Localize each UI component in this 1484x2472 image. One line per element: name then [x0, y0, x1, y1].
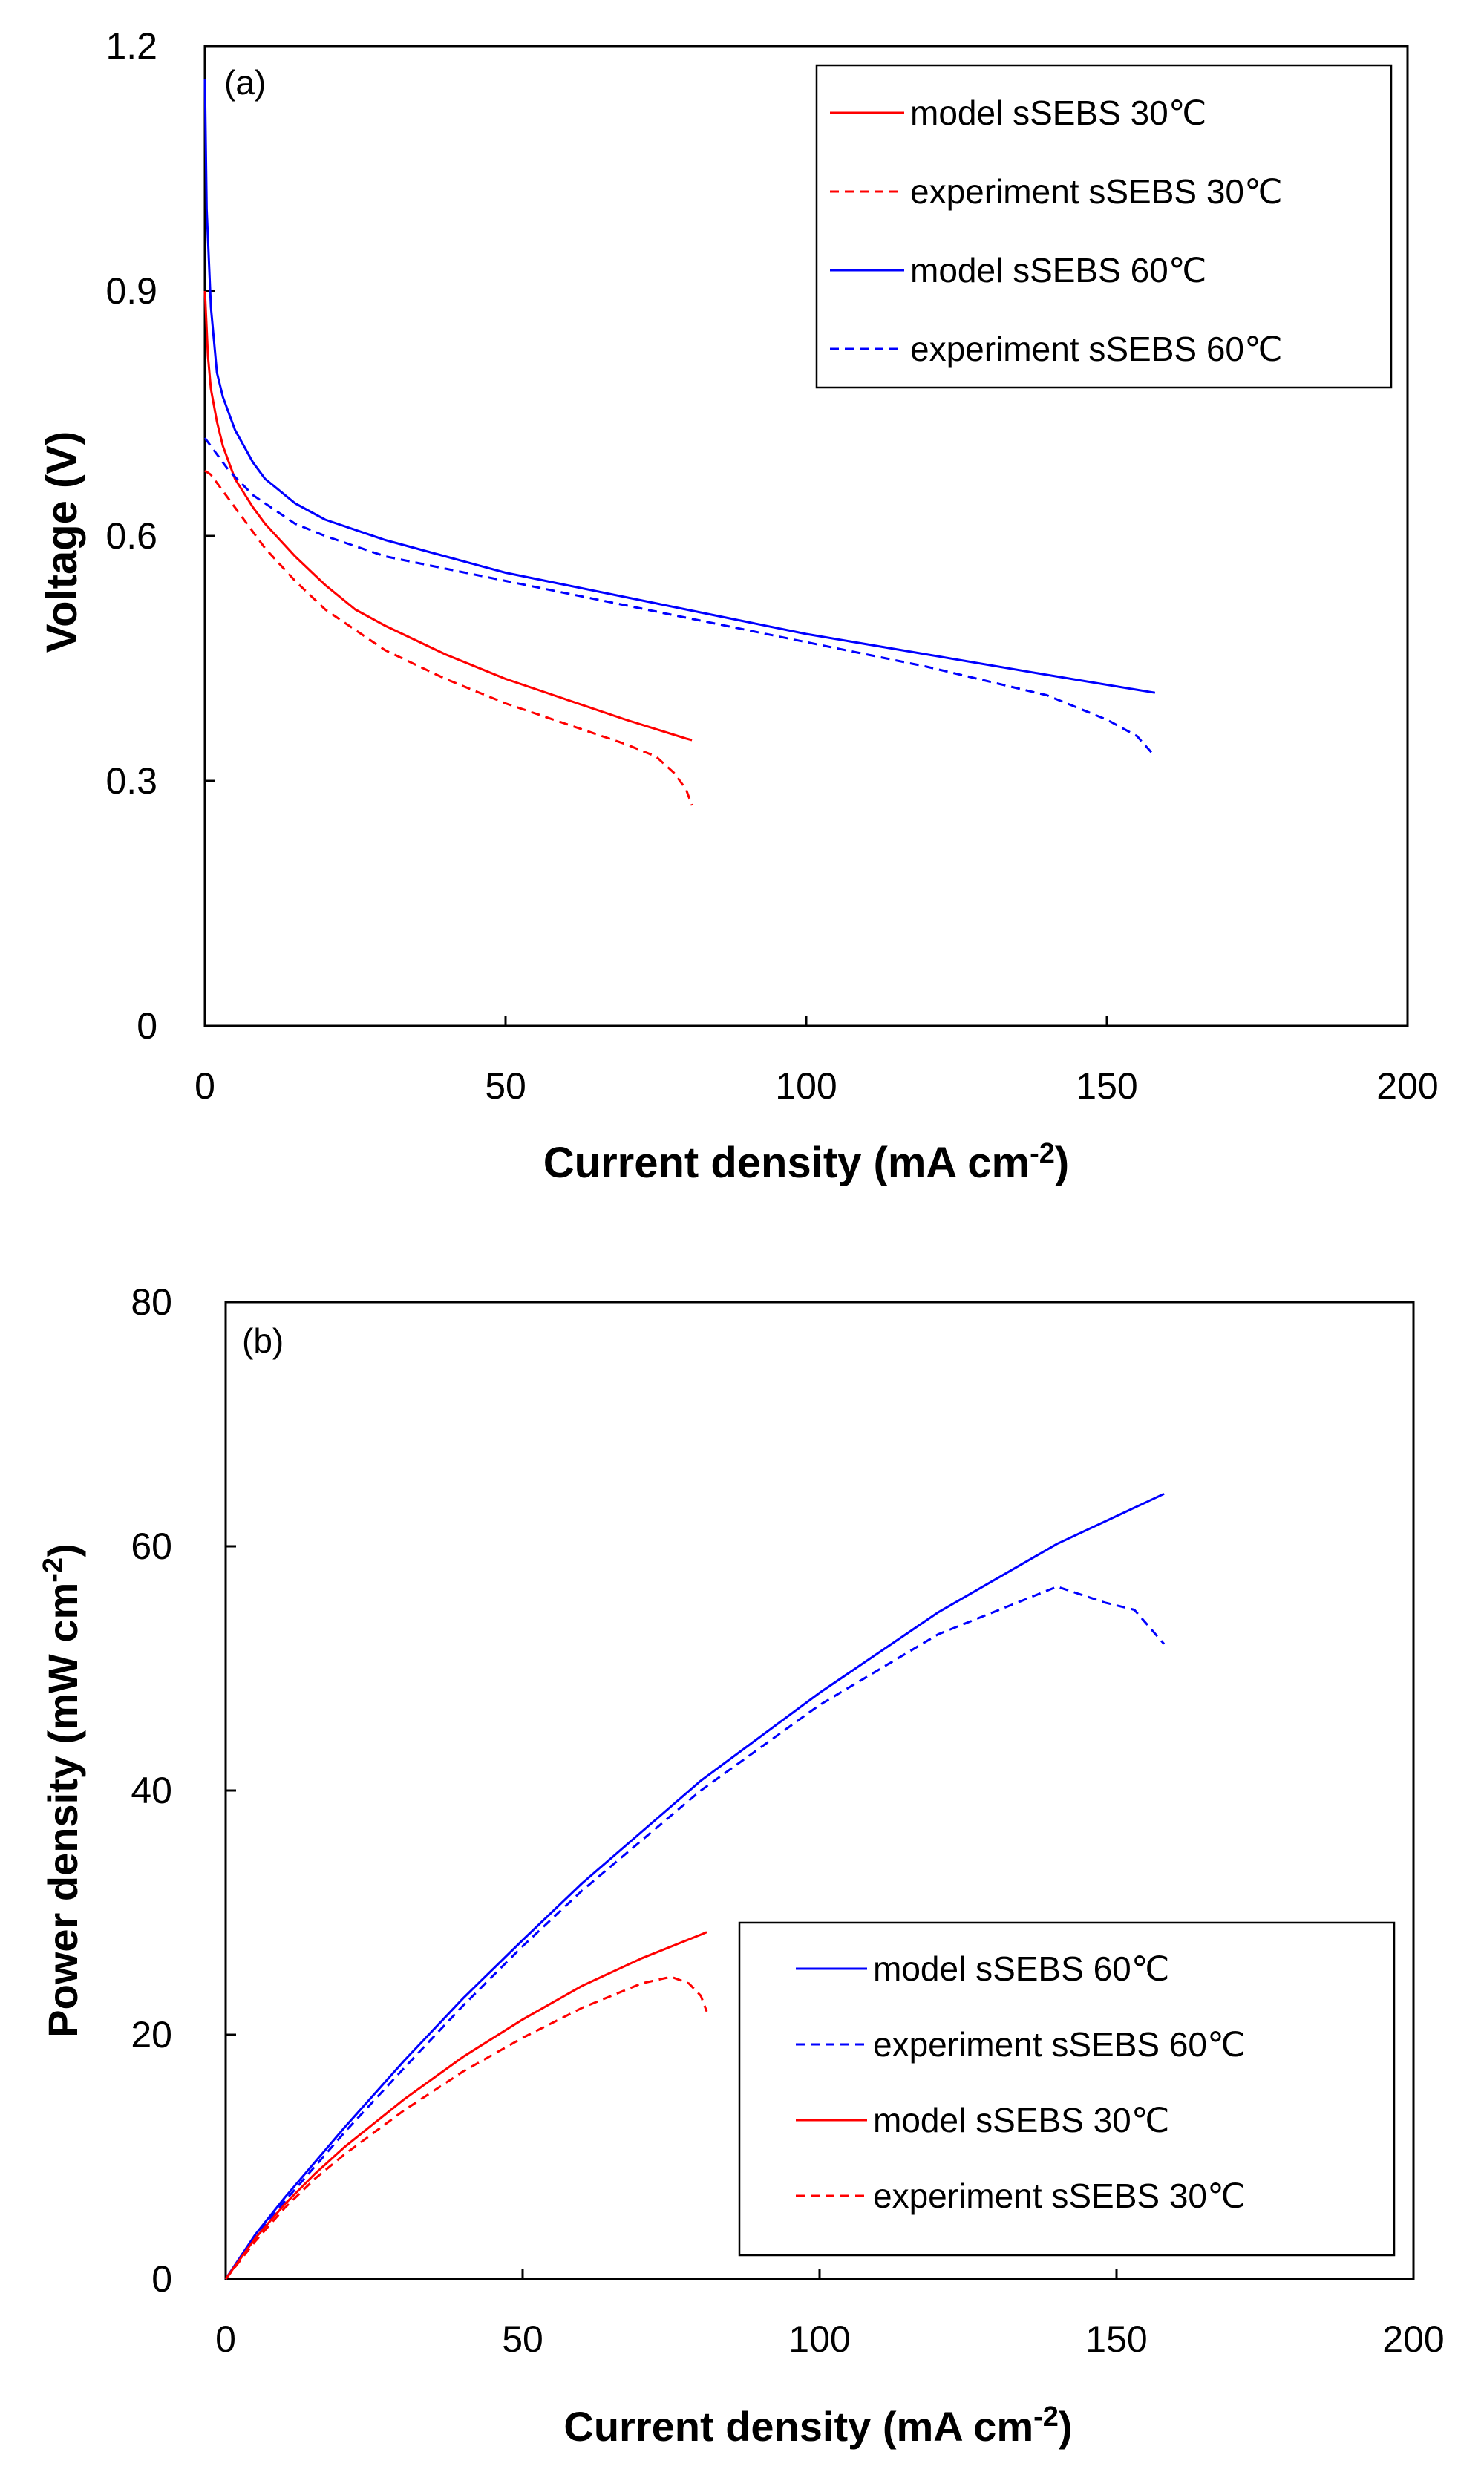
panel-a-x-label-end: ): [1055, 1139, 1069, 1187]
panel-b-legend-label-1: model sSEBS 60℃: [873, 1949, 1169, 1988]
panel-a-y-tick-label: 0.6: [105, 515, 157, 557]
panel-a-x-tick-label: 150: [1076, 1065, 1137, 1107]
panel-b-x-tick-label: 150: [1085, 2318, 1147, 2360]
panel-b-x-label-sup: -2: [1033, 2401, 1059, 2433]
panel-a-legend-label-3: model sSEBS 60℃: [910, 251, 1206, 290]
panel-b-y-ticks: 0 20 40 60 80: [131, 1281, 236, 2300]
panel-b-legend-frame: [738, 1921, 1396, 2257]
panel-a-x-label-main: Current density (mA cm: [543, 1139, 1030, 1187]
panel-a-y-tick-label: 0.9: [105, 270, 157, 312]
panel-b-x-axis-label: Current density (mA cm-2): [563, 2401, 1072, 2450]
panel-a-x-label-sup: -2: [1030, 1138, 1055, 1169]
panel-a-x-tick-label: 50: [485, 1065, 526, 1107]
panel-b-y-label-sup: -2: [38, 1557, 69, 1583]
panel-b-y-tick-label: 80: [131, 1281, 172, 1323]
panel-b-legend-label-2: experiment sSEBS 60℃: [873, 2025, 1246, 2064]
panel-b-y-axis-label: Power density (mW cm-2): [38, 1543, 86, 2037]
panel-a-series-line-1: [203, 290, 693, 742]
panel-a-legend-frame: [815, 64, 1393, 389]
panel-b-legend-label-4: experiment sSEBS 30℃: [873, 2177, 1246, 2215]
panel-b-series-line-3: [224, 1931, 707, 2280]
panel-a-series-line-4: [203, 437, 1156, 757]
panel-b-x-label-main: Current density (mA cm: [563, 2403, 1033, 2450]
panel-b-x-tick-label: 200: [1382, 2318, 1444, 2360]
panel-a-legend-label-1: model sSEBS 30℃: [910, 94, 1206, 132]
panel-b-series: [224, 1492, 1166, 2280]
panel-a-voltage-chart: 0 0.3 0.6 0.9 1.2 0 50 100 150 200 (a) Voltage (…: [38, 25, 1439, 1187]
panel-b-y-tick-label: 0: [151, 2258, 172, 2300]
panel-b-x-tick-label: 0: [215, 2318, 236, 2360]
panel-a-x-axis-label: Current density (mA cm-2): [543, 1138, 1069, 1187]
panel-a-x-tick-label: 200: [1376, 1065, 1438, 1107]
panel-b-x-label-end: ): [1059, 2403, 1073, 2450]
panel-b-x-tick-label: 50: [502, 2318, 543, 2360]
panel-a-y-ticks: 0 0.3 0.6 0.9 1.2: [105, 25, 215, 1047]
panel-b-series-line-1: [224, 1492, 1165, 2280]
panel-a-legend-label-4: experiment sSEBS 60℃: [910, 330, 1283, 368]
panel-b-y-tick-label: 20: [131, 2014, 172, 2056]
panel-a-tag: (a): [224, 63, 266, 102]
panel-a-series: [203, 78, 1156, 806]
panel-a-legend: model sSEBS 30℃ experiment sSEBS 30℃ model…: [815, 64, 1393, 389]
panel-a-y-tick-label: 0.3: [105, 760, 157, 802]
panel-b-y-tick-label: 60: [131, 1526, 172, 1567]
panel-a-legend-label-2: experiment sSEBS 30℃: [910, 172, 1283, 211]
panel-a-x-tick-label: 100: [775, 1065, 837, 1107]
panel-b-power-chart: 0 20 40 60 80 0 50 100 150 200 (b) Power density…: [38, 1281, 1445, 2450]
panel-a-y-axis-label: Voltage (V): [38, 431, 86, 653]
panel-b-legend-label-3: model sSEBS 30℃: [873, 2101, 1169, 2139]
panel-a-y-tick-label: 0: [137, 1005, 157, 1047]
panel-a-series-line-2: [204, 469, 693, 806]
panel-b-x-tick-label: 100: [788, 2318, 850, 2360]
panel-b-legend: model sSEBS 60℃ experiment sSEBS 60℃ model…: [738, 1921, 1396, 2257]
panel-b-y-tick-label: 40: [131, 1770, 172, 1811]
panel-a-y-tick-label: 1.2: [105, 25, 157, 67]
panel-b-series-line-2: [224, 1585, 1166, 2280]
panel-a-legend-items: model sSEBS 30℃ experiment sSEBS 30℃ model…: [830, 94, 1283, 368]
panel-b-x-ticks: 0 50 100 150 200: [215, 2269, 1445, 2360]
panel-b-legend-items: model sSEBS 60℃ experiment sSEBS 60℃ model…: [796, 1949, 1246, 2215]
panel-a-x-tick-label: 0: [195, 1065, 215, 1107]
panel-a-x-ticks: 0 50 100 150 200: [195, 1016, 1439, 1107]
panel-b-y-label-end: ): [39, 1543, 86, 1557]
panel-a-series-line-3: [203, 78, 1156, 694]
panel-b-series-line-4: [224, 1975, 708, 2280]
panel-b-y-label-main: Power density (mW cm: [39, 1583, 86, 2038]
panel-b-tag: (b): [242, 1321, 284, 1360]
